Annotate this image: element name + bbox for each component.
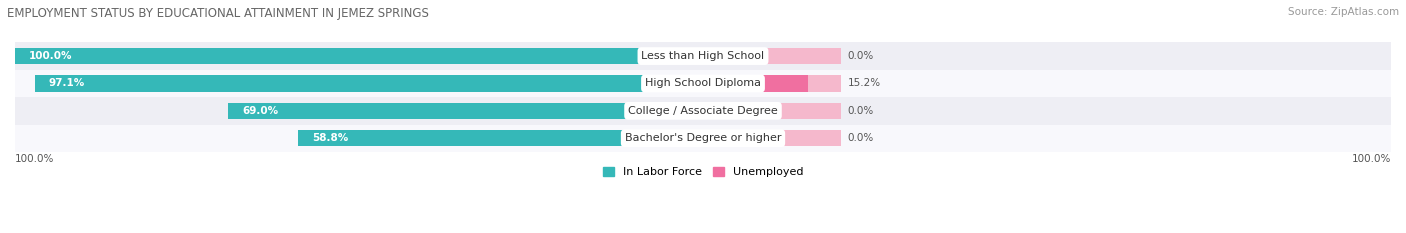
Bar bbox=[15, 48, 703, 64]
Text: Less than High School: Less than High School bbox=[641, 51, 765, 61]
Bar bbox=[15, 97, 1391, 125]
Bar bbox=[703, 75, 841, 92]
Bar bbox=[35, 75, 703, 92]
Text: High School Diploma: High School Diploma bbox=[645, 79, 761, 89]
Bar bbox=[703, 48, 841, 64]
Text: 100.0%: 100.0% bbox=[28, 51, 72, 61]
Text: College / Associate Degree: College / Associate Degree bbox=[628, 106, 778, 116]
Text: 100.0%: 100.0% bbox=[1351, 154, 1391, 164]
Bar bbox=[703, 103, 841, 119]
Text: Source: ZipAtlas.com: Source: ZipAtlas.com bbox=[1288, 7, 1399, 17]
Bar bbox=[228, 103, 703, 119]
Text: 69.0%: 69.0% bbox=[242, 106, 278, 116]
Legend: In Labor Force, Unemployed: In Labor Force, Unemployed bbox=[598, 163, 808, 182]
Text: Bachelor's Degree or higher: Bachelor's Degree or higher bbox=[624, 133, 782, 143]
Text: EMPLOYMENT STATUS BY EDUCATIONAL ATTAINMENT IN JEMEZ SPRINGS: EMPLOYMENT STATUS BY EDUCATIONAL ATTAINM… bbox=[7, 7, 429, 20]
Text: 58.8%: 58.8% bbox=[312, 133, 349, 143]
Text: 0.0%: 0.0% bbox=[848, 106, 873, 116]
Bar bbox=[703, 75, 807, 92]
Text: 97.1%: 97.1% bbox=[49, 79, 84, 89]
Text: 0.0%: 0.0% bbox=[848, 51, 873, 61]
Bar bbox=[15, 125, 1391, 152]
Text: 100.0%: 100.0% bbox=[15, 154, 55, 164]
Bar bbox=[15, 42, 1391, 70]
Bar bbox=[15, 70, 1391, 97]
Bar bbox=[703, 130, 841, 147]
Bar bbox=[298, 130, 703, 147]
Text: 15.2%: 15.2% bbox=[848, 79, 880, 89]
Text: 0.0%: 0.0% bbox=[848, 133, 873, 143]
